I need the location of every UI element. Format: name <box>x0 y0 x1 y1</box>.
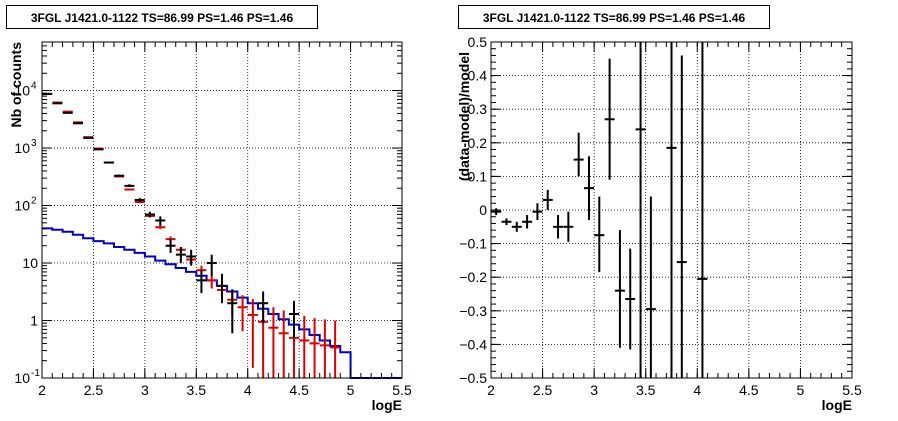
x-tick-label: 4.5 <box>739 382 759 398</box>
x-tick-label: 5 <box>797 382 805 398</box>
y-axis-label: Nb of counts <box>8 42 24 128</box>
y-tick-label: −0.4 <box>459 336 487 352</box>
x-tick-label: 2.5 <box>533 382 553 398</box>
left-plot-panel: 2 2.5 3 3.5 4 4.5 5 5.5 10 -1 1 10 10 2 10 3 10 4 Nb of c… <box>6 5 412 413</box>
y-tick-label: 0.5 <box>468 34 488 50</box>
y-tick-label: 0.1 <box>468 168 488 184</box>
plot-title: 3FGL J1421.0-1122 TS=86.99 PS=1.46 PS=1.… <box>458 5 770 29</box>
plot-frame <box>41 41 403 379</box>
residual-plot: 2 2.5 3 3.5 4 4.5 5 5.5 −0.5 −0.4 −0.3 −0.2 −0.1 0 0.1… <box>456 34 862 413</box>
y-tick-label: −0.3 <box>459 303 487 319</box>
x-axis-label: logE <box>372 397 402 413</box>
y-tick-exponent: 2 <box>31 196 37 207</box>
data-points-series <box>42 93 299 338</box>
x-tick-label: 3.5 <box>187 382 207 398</box>
y-axis-label: (data-model)/model <box>456 52 472 181</box>
x-tick-label: 3 <box>141 382 149 398</box>
plot-title: 3FGL J1421.0-1122 TS=86.99 PS=1.46 PS=1.… <box>6 5 318 29</box>
y-tick-label: 0.2 <box>468 135 488 151</box>
y-tick-label: 10 <box>14 140 30 156</box>
model-points-series <box>42 92 341 378</box>
y-tick-label: −0.2 <box>459 269 487 285</box>
axes: 2 2.5 3 3.5 4 4.5 5 5.5 −0.5 −0.4 −0.3 −0.2 −0.1 0 0.1… <box>459 34 862 398</box>
residual-points-series <box>491 42 708 378</box>
y-tick-label: 10 <box>14 198 30 214</box>
y-tick-label: 10 <box>22 255 38 271</box>
y-tick-exponent: -1 <box>31 368 40 379</box>
x-tick-label: 2 <box>487 382 495 398</box>
y-tick-label: 0.3 <box>468 101 488 117</box>
x-tick-label: 5.5 <box>392 382 412 398</box>
x-tick-label: 4.5 <box>289 382 309 398</box>
x-axis-label: logE <box>822 397 852 413</box>
y-tick-label: 0 <box>479 202 487 218</box>
x-tick-label: 5.5 <box>842 382 862 398</box>
x-tick-label: 3.5 <box>636 382 656 398</box>
y-tick-label: 1 <box>30 313 38 329</box>
x-tick-label: 3 <box>590 382 598 398</box>
x-tick-label: 4 <box>244 382 252 398</box>
y-tick-label: 0.4 <box>468 68 488 84</box>
y-tick-label: −0.5 <box>459 370 487 386</box>
x-tick-label: 2 <box>38 382 46 398</box>
y-tick-exponent: 3 <box>31 138 37 149</box>
grid <box>42 42 402 378</box>
y-tick-exponent: 4 <box>31 81 37 92</box>
y-tick-label: −0.1 <box>459 236 487 252</box>
y-tick-label: 10 <box>14 370 30 386</box>
y-tick-label: 10 <box>14 83 30 99</box>
x-tick-label: 2.5 <box>84 382 104 398</box>
right-plot-panel: 2 2.5 3 3.5 4 4.5 5 5.5 −0.5 −0.4 −0.3 −0.2 −0.1 0 0.1… <box>449 0 898 421</box>
x-tick-label: 4 <box>693 382 701 398</box>
x-tick-label: 5 <box>347 382 355 398</box>
